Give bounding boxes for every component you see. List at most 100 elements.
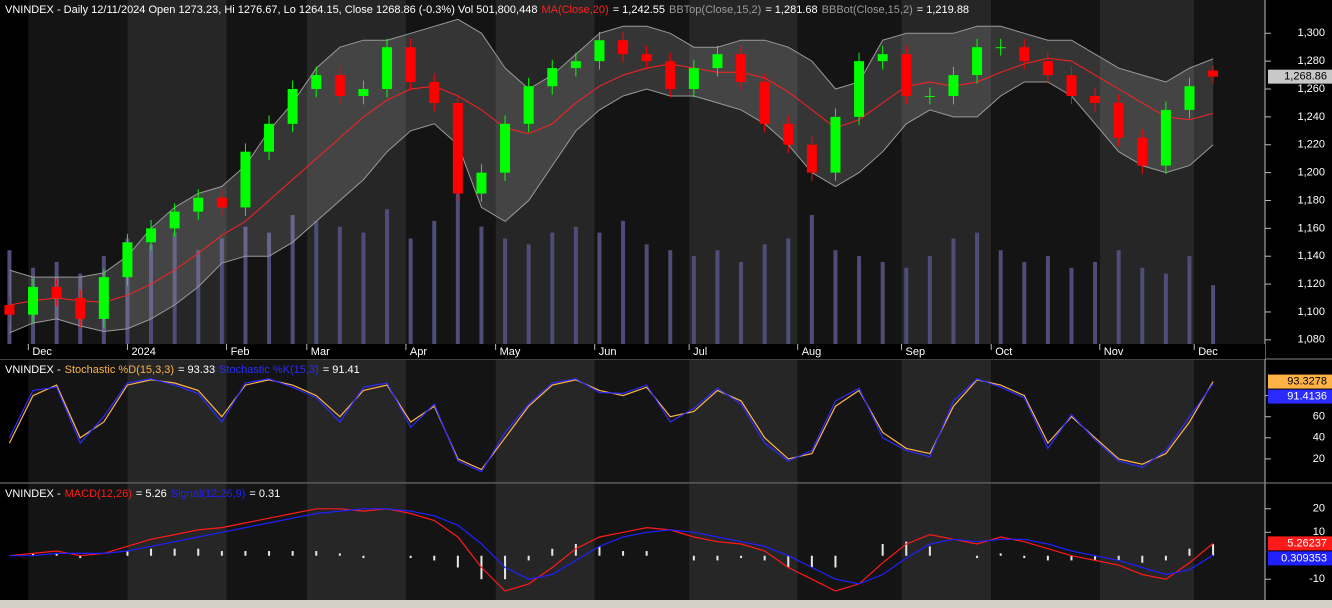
value-badge (1268, 551, 1332, 566)
y-tick-label: 1,080 (1297, 334, 1325, 346)
month-band (495, 0, 595, 344)
volume-bar (621, 220, 626, 344)
candle-body (476, 172, 487, 194)
volume-bar (125, 238, 130, 344)
indicator-line (9, 81, 1214, 334)
volume-bar (149, 244, 154, 344)
header-title: VNINDEX - (5, 488, 61, 500)
value-badge (1268, 374, 1332, 389)
x-tick-label: Dec (32, 346, 52, 358)
y-tick-label: 1,100 (1297, 306, 1325, 318)
volume-bar (927, 256, 932, 344)
candle-body (1208, 70, 1219, 77)
candle-body (736, 54, 747, 83)
volume-bar (1116, 250, 1121, 344)
price-badge (1268, 69, 1332, 84)
month-band (405, 360, 496, 483)
volume-bar (1163, 273, 1168, 344)
candle-body (75, 298, 86, 319)
legend-name: MA(Close,20) (541, 4, 608, 16)
value-badge-label: 91.4136 (1287, 390, 1327, 402)
candle-body (759, 82, 770, 124)
candle-body (4, 304, 15, 315)
month-band (1194, 484, 1265, 600)
month-band (1099, 484, 1195, 600)
pane-header: VNINDEX - Stochastic %D(15,3,3) = 93.33 Sto… (5, 364, 360, 376)
value-badge-label: 5.26237 (1287, 537, 1327, 549)
volume-bar (1045, 256, 1050, 344)
month-band (306, 484, 406, 600)
volume-bar (715, 250, 720, 344)
volume-bar (408, 238, 413, 344)
y-tick-label: 1,240 (1297, 111, 1325, 123)
volume-bar (361, 232, 366, 344)
candle-body (901, 54, 912, 96)
y-tick-label: 1,160 (1297, 222, 1325, 234)
legend-name: Stochastic %D(15,3,3) (65, 364, 174, 376)
candle-body (995, 47, 1006, 49)
y-tick-label: 1,120 (1297, 278, 1325, 290)
legend-value: = 1,219.88 (917, 4, 969, 16)
bollinger-band (9, 19, 1214, 333)
month-band (28, 360, 128, 483)
y-tick-label: 40 (1313, 432, 1325, 444)
x-tick-label: Nov (1104, 346, 1124, 358)
volume-bar (432, 220, 437, 344)
y-tick-label: 20 (1313, 453, 1325, 465)
backgrounds (28, 0, 1265, 600)
candle-body (1019, 47, 1030, 62)
x-tick-label: 2024 (131, 346, 155, 358)
x-tick-label: Feb (231, 346, 250, 358)
volume-bar (762, 244, 767, 344)
legend-name: BBBot(Close,15,2) (822, 4, 913, 16)
x-tick-label: May (500, 346, 521, 358)
candle-body (523, 86, 534, 124)
y-tick-label: -10 (1309, 573, 1325, 585)
legend-value: = 1,242.55 (613, 4, 665, 16)
x-tick-label: Mar (311, 346, 330, 358)
y-tick-label: 1,220 (1297, 139, 1325, 151)
volume-bar (951, 238, 956, 344)
volume-bar (880, 261, 885, 344)
x-tick-label: Oct (995, 346, 1012, 358)
candle-body (146, 228, 157, 243)
x-tick-label: Jun (599, 346, 617, 358)
month-band (594, 360, 690, 483)
axes: 1,080 1,100 1,120 1,140 1,160 1,180 1,200 1,220… (5, 4, 1332, 585)
candle-body (1113, 102, 1124, 138)
y-tick-label: 1,200 (1297, 167, 1325, 179)
volume-bar (172, 232, 177, 344)
month-band (226, 360, 307, 483)
candle-body (1042, 61, 1053, 76)
volume-bar (857, 256, 862, 344)
volume-bar (1140, 267, 1145, 344)
candle-body (1137, 137, 1148, 166)
month-band (495, 484, 595, 600)
candle-body (547, 68, 558, 87)
x-tick-label: Dec (1198, 346, 1218, 358)
y-tick-label: 60 (1313, 411, 1325, 423)
volume-bar (597, 232, 602, 344)
legend-value: = 0.31 (249, 488, 280, 500)
y-tick-label: 1,140 (1297, 250, 1325, 262)
candle-body (405, 47, 416, 83)
candle-body (972, 47, 983, 76)
candle-body (783, 123, 794, 145)
volume-bar (786, 238, 791, 344)
candle-body (264, 123, 275, 152)
volume-bar (904, 267, 909, 344)
indicator-line (9, 508, 1214, 585)
y-tick-label: 20 (1313, 503, 1325, 515)
pane-header: VNINDEX - Daily 12/11/2024 Open 1273.23,… (5, 4, 969, 16)
volume-bar (573, 226, 578, 344)
candle-body (122, 242, 133, 278)
volume-bar (809, 215, 814, 344)
x-tick-label: Sep (906, 346, 926, 358)
candle-body (877, 54, 888, 62)
x-tick-label: Apr (410, 346, 427, 358)
volume-bar (998, 250, 1003, 344)
sheet-tabs[interactable] (0, 600, 1332, 608)
volume-bar (1093, 261, 1098, 344)
month-band (226, 484, 307, 600)
